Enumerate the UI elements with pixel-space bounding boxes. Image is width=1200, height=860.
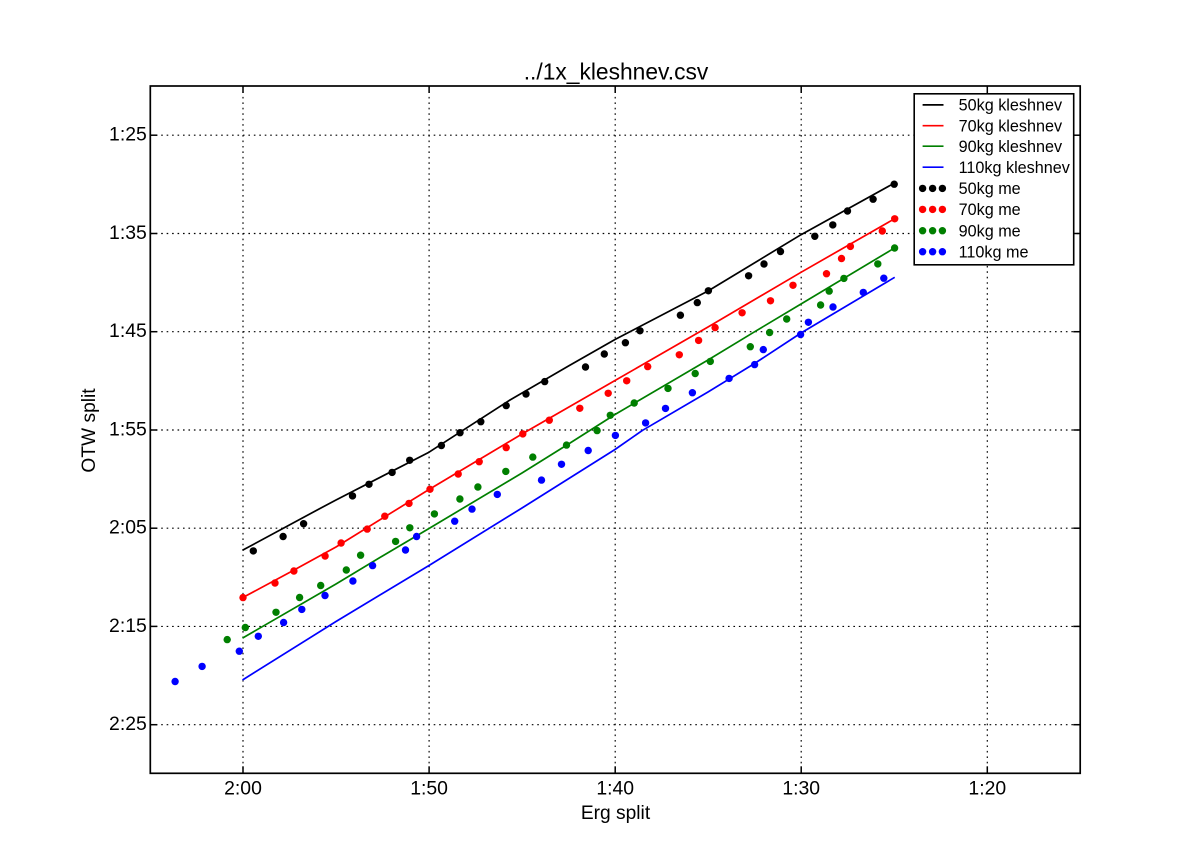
- svg-text:1:35: 1:35: [109, 222, 147, 244]
- svg-text:70kg me: 70kg me: [959, 201, 1021, 219]
- svg-text:90kg kleshnev: 90kg kleshnev: [959, 138, 1063, 156]
- svg-text:../1x_kleshnev.csv: ../1x_kleshnev.csv: [524, 59, 709, 85]
- svg-text:1:45: 1:45: [109, 320, 147, 342]
- svg-text:1:20: 1:20: [968, 778, 1006, 800]
- svg-text:1:50: 1:50: [410, 778, 448, 800]
- svg-text:1:55: 1:55: [109, 418, 147, 440]
- svg-text:50kg kleshnev: 50kg kleshnev: [959, 97, 1063, 115]
- svg-text:50kg me: 50kg me: [959, 180, 1021, 198]
- svg-text:2:15: 2:15: [109, 615, 147, 637]
- svg-text:1:25: 1:25: [109, 124, 147, 146]
- svg-text:2:25: 2:25: [109, 713, 147, 735]
- svg-text:90kg me: 90kg me: [959, 222, 1021, 240]
- svg-text:110kg kleshnev: 110kg kleshnev: [959, 159, 1071, 177]
- svg-text:OTW split: OTW split: [79, 388, 100, 473]
- svg-text:Erg split: Erg split: [581, 803, 651, 824]
- svg-text:1:40: 1:40: [596, 778, 634, 800]
- svg-text:1:30: 1:30: [782, 778, 820, 800]
- svg-text:2:05: 2:05: [109, 517, 147, 539]
- svg-text:110kg me: 110kg me: [959, 243, 1029, 261]
- svg-text:70kg kleshnev: 70kg kleshnev: [959, 117, 1063, 135]
- svg-text:2:00: 2:00: [224, 778, 262, 800]
